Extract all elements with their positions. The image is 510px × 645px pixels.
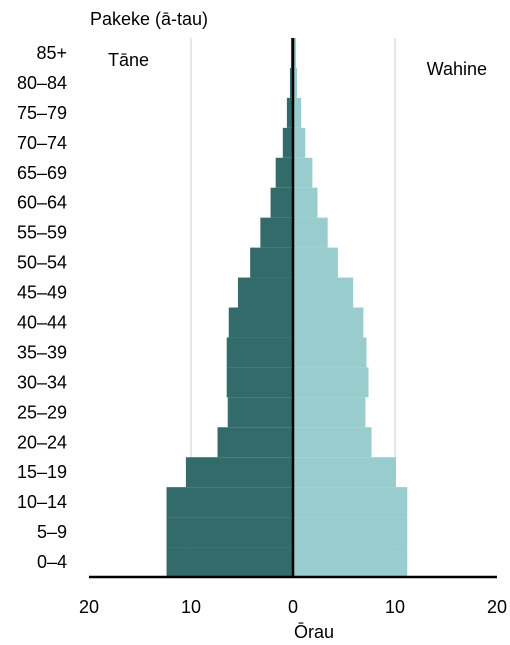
y-tick-label: 60–64: [17, 193, 67, 213]
x-tick-label: 20: [79, 597, 99, 617]
female-bar-75–79: [293, 97, 302, 128]
male-bar-35–39: [226, 337, 293, 368]
female-bar-40–44: [293, 307, 364, 338]
female-annotation: Wahine: [427, 59, 487, 79]
female-bar-15–19: [293, 457, 397, 488]
y-tick-label: 45–49: [17, 283, 67, 303]
y-tick-label: 50–54: [17, 253, 67, 273]
y-tick-label: 65–69: [17, 163, 67, 183]
female-bar-10–14: [293, 487, 408, 518]
x-tick-label: 20: [487, 597, 507, 617]
male-bar-50–54: [250, 247, 293, 278]
y-tick-label: 5–9: [37, 522, 67, 542]
male-bar-55–59: [260, 217, 293, 248]
y-tick-label: 40–44: [17, 312, 67, 332]
male-bar-40–44: [228, 307, 293, 338]
male-bar-30–34: [226, 367, 293, 398]
y-tick-label: 20–24: [17, 432, 67, 452]
x-tick-label: 10: [181, 597, 201, 617]
female-bar-55–59: [293, 217, 328, 248]
female-bar-60–64: [293, 187, 318, 218]
male-bar-70–74: [282, 127, 293, 158]
y-tick-label: 0–4: [37, 552, 67, 572]
y-tick-label: 15–19: [17, 462, 67, 482]
male-bar-25–29: [227, 397, 293, 428]
male-bar-80–84: [289, 67, 293, 98]
male-bar-65–69: [275, 157, 293, 188]
female-bar-80–84: [293, 67, 298, 98]
female-bar-50–54: [293, 247, 338, 278]
female-bar-30–34: [293, 367, 369, 398]
y-tick-label: 75–79: [17, 103, 67, 123]
x-tick-label: 0: [288, 597, 298, 617]
male-bar-0–4: [166, 547, 293, 577]
y-tick-label: 25–29: [17, 402, 67, 422]
male-annotation: Tāne: [108, 50, 149, 70]
female-bar-35–39: [293, 337, 367, 368]
male-bar-45–49: [237, 277, 293, 308]
y-tick-label: 30–34: [17, 372, 67, 392]
female-bar-0–4: [293, 547, 408, 577]
male-bar-20–24: [217, 427, 293, 458]
female-bar-65–69: [293, 157, 313, 188]
y-tick-label: 80–84: [17, 73, 67, 93]
female-bar-70–74: [293, 127, 306, 158]
male-bar-15–19: [185, 457, 293, 488]
y-axis-title: Pakeke (ā-tau): [90, 9, 208, 29]
male-bar-10–14: [166, 487, 293, 518]
female-bar-45–49: [293, 277, 354, 308]
female-bar-85+: [293, 38, 297, 68]
y-tick-label: 35–39: [17, 342, 67, 362]
female-bar-20–24: [293, 427, 372, 458]
bars: [166, 38, 408, 577]
axes: [89, 38, 497, 579]
tick-labels: 0–4 5–9 10–14 15–19 20–24 25–29 30–34 35–39 40–4…: [17, 43, 507, 617]
x-axis-title: Ōrau: [294, 622, 334, 642]
male-bar-60–64: [270, 187, 293, 218]
y-tick-label: 85+: [36, 43, 67, 63]
male-bar-75–79: [286, 97, 293, 128]
male-bar-5–9: [166, 517, 293, 548]
x-tick-label: 10: [385, 597, 405, 617]
female-bar-25–29: [293, 397, 366, 428]
female-bar-5–9: [293, 517, 408, 548]
y-tick-label: 10–14: [17, 492, 67, 512]
y-tick-label: 55–59: [17, 223, 67, 243]
y-tick-label: 70–74: [17, 133, 67, 153]
